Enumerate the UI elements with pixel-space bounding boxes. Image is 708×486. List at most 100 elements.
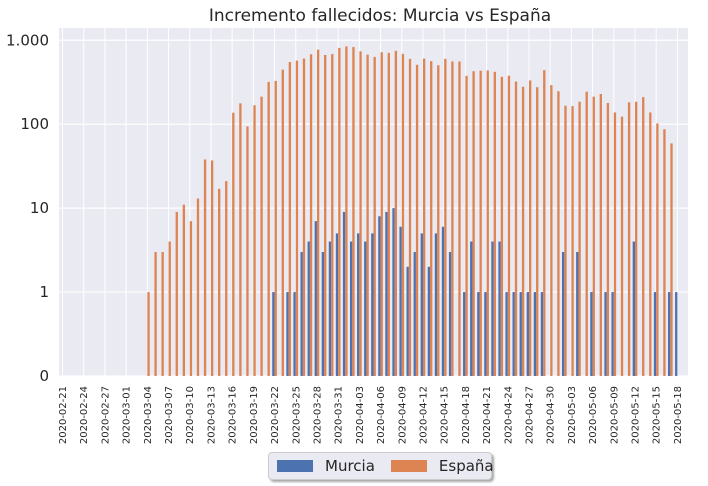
bar-espana — [302, 58, 306, 377]
bar-espana — [620, 116, 624, 376]
bar-murcia — [448, 252, 452, 376]
x-axis: 2020-02-21 2020-02-24 2020-02-27 2020-03-01… — [58, 386, 684, 444]
bar-espana — [606, 102, 610, 377]
bar-murcia — [477, 292, 480, 376]
bar-espana — [189, 221, 193, 376]
x-tick-label: 2020-03-16 — [228, 386, 239, 444]
bar-murcia — [364, 241, 367, 376]
bar-murcia — [427, 266, 431, 376]
x-tick-label: 2020-04-18 — [461, 386, 472, 444]
bar-espana — [147, 292, 150, 376]
bar-murcia — [307, 241, 310, 376]
x-tick-label: 2020-05-12 — [630, 386, 641, 444]
bars — [147, 46, 678, 377]
y-tick-label: 1.000 — [6, 31, 49, 49]
bar-espana — [373, 56, 376, 377]
bar-espana — [225, 181, 228, 376]
bar-espana — [331, 54, 334, 376]
bar-espana — [550, 85, 553, 376]
x-tick-label: 2020-03-22 — [270, 386, 281, 444]
y-tick-label: 1 — [39, 283, 49, 301]
bar-espana — [458, 61, 461, 377]
bar-espana — [507, 75, 511, 377]
x-tick-label: 2020-03-13 — [206, 386, 217, 444]
bar-murcia — [632, 241, 635, 376]
bar-murcia — [590, 292, 593, 376]
legend-swatch-murcia — [277, 460, 313, 472]
bar-espana — [528, 80, 532, 377]
bar-espana — [634, 101, 638, 377]
bar-murcia — [491, 241, 494, 376]
x-tick-label: 2020-04-24 — [503, 386, 514, 444]
bar-espana — [203, 159, 207, 376]
bar-murcia — [498, 241, 501, 376]
bar-murcia — [378, 216, 381, 376]
bar-murcia — [357, 233, 360, 376]
bar-espana — [316, 49, 320, 377]
x-tick-label: 2020-03-19 — [249, 386, 260, 444]
bar-espana — [444, 58, 447, 376]
bar-murcia — [321, 252, 325, 376]
bar-espana — [274, 80, 277, 376]
bar-espana — [232, 112, 235, 377]
x-tick-label: 2020-02-24 — [79, 386, 90, 444]
bar-espana — [260, 96, 263, 376]
y-tick-label: 10 — [30, 199, 49, 217]
bar-murcia — [540, 292, 544, 376]
bar-murcia — [342, 211, 346, 376]
bar-murcia — [286, 292, 289, 376]
bar-espana — [564, 105, 567, 377]
legend-item-murcia: Murcia — [277, 457, 375, 475]
bar-espana — [557, 91, 560, 376]
x-tick-label: 2020-03-07 — [164, 386, 175, 444]
bar-murcia — [300, 252, 303, 376]
bar-murcia — [604, 292, 607, 376]
bar-murcia — [406, 266, 409, 376]
bar-espana — [246, 126, 249, 376]
bar-espana — [309, 54, 313, 377]
bar-espana — [627, 102, 631, 376]
bar-murcia — [314, 221, 317, 376]
x-tick-label: 2020-05-18 — [673, 386, 684, 444]
x-tick-label: 2020-04-27 — [524, 386, 535, 444]
bar-espana — [210, 160, 214, 376]
bar-espana — [154, 252, 157, 376]
bar-espana — [182, 204, 186, 376]
x-tick-label: 2020-04-06 — [376, 386, 387, 444]
bar-espana — [437, 65, 440, 376]
bar-espana — [253, 105, 256, 377]
bar-murcia — [667, 292, 671, 376]
bar-espana — [656, 123, 659, 376]
bar-espana — [239, 103, 242, 376]
bar-espana — [514, 81, 518, 376]
bar-espana — [415, 64, 419, 376]
bar-espana — [422, 58, 426, 376]
x-tick-label: 2020-04-12 — [418, 386, 429, 444]
bar-murcia — [272, 292, 275, 376]
bar-espana — [465, 75, 468, 376]
bar-murcia — [328, 241, 332, 376]
bar-espana — [338, 47, 341, 376]
x-tick-label: 2020-04-15 — [440, 386, 451, 444]
bar-murcia — [505, 292, 508, 376]
x-tick-label: 2020-05-03 — [567, 386, 578, 444]
bar-murcia — [561, 252, 565, 376]
x-tick-label: 2020-02-27 — [100, 386, 111, 444]
bar-espana — [592, 96, 595, 376]
y-tick-label: 100 — [20, 115, 49, 133]
bar-espana — [324, 54, 327, 377]
bar-espana — [472, 71, 475, 376]
bar-murcia — [293, 292, 296, 376]
bar-murcia — [413, 252, 416, 376]
bar-espana — [578, 101, 581, 377]
bar-murcia — [526, 292, 529, 376]
bar-espana — [536, 87, 539, 377]
bar-espana — [267, 81, 270, 377]
bar-espana — [486, 70, 489, 377]
x-tick-label: 2020-05-09 — [609, 386, 620, 444]
bar-espana — [408, 58, 412, 376]
bar-espana — [352, 47, 355, 376]
bar-murcia — [399, 226, 402, 376]
bar-murcia — [576, 252, 579, 376]
